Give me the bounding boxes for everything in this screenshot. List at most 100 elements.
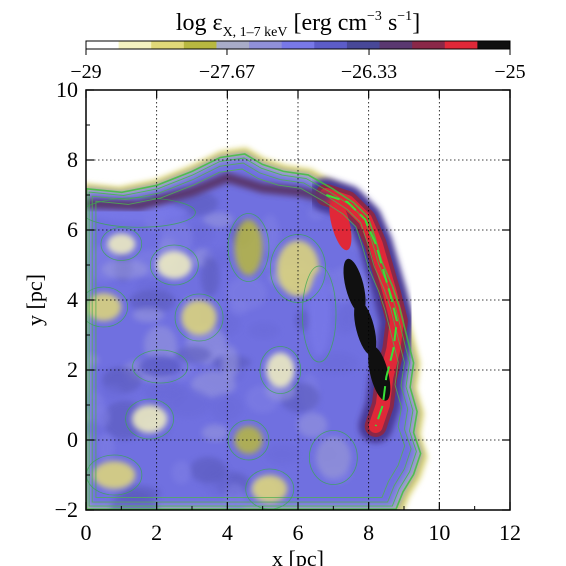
contour-line	[88, 157, 417, 507]
emission-blob	[252, 475, 288, 503]
contour-line	[259, 346, 302, 394]
emission-texture	[160, 219, 193, 257]
colorbar-segment	[346, 41, 381, 49]
emission-blob	[234, 219, 263, 276]
x-tick-label: 2	[151, 520, 162, 545]
emission-texture	[200, 257, 220, 297]
emission-texture	[201, 424, 229, 441]
emission-texture	[86, 421, 104, 436]
x-tick-label: 12	[499, 520, 521, 545]
contour-line	[125, 398, 175, 440]
colorbar-title: log εX, 1–7 keV [erg cm−3 s−1]	[176, 9, 420, 40]
colorbar-segment	[477, 41, 511, 49]
emission-texture	[132, 307, 165, 323]
contour-line	[308, 430, 358, 485]
emission-texture	[110, 491, 159, 510]
x-tick-label: 10	[428, 520, 450, 545]
plot-area	[86, 90, 510, 510]
colorbar	[85, 40, 511, 50]
emission-texture	[209, 393, 243, 422]
contour-line	[149, 244, 199, 286]
emission-texture	[297, 412, 328, 438]
colorbar-segment	[412, 41, 446, 49]
colorbar-tick-label: −27.67	[199, 61, 255, 83]
colorbar-tick-label: −26.33	[341, 61, 397, 83]
emission-texture	[189, 457, 227, 483]
colorbar-tick-label: −29	[70, 61, 101, 83]
emission-map	[86, 147, 428, 510]
emission-blob	[139, 356, 182, 377]
contour-line	[227, 419, 270, 461]
emission-texture	[129, 289, 176, 313]
y-tick-label: 4	[67, 287, 78, 312]
emission-core-patch	[343, 258, 366, 314]
colorbar-ticks: −29 −27.67 −26.33 −25	[70, 49, 526, 83]
emission-texture	[143, 325, 177, 365]
emission-texture	[221, 345, 239, 380]
emission-core-patch	[354, 300, 377, 356]
contour-line	[227, 213, 270, 282]
contour-line	[100, 227, 143, 261]
colorbar-segment	[314, 41, 348, 49]
colorbar-segment	[444, 41, 478, 49]
emission-texture	[171, 460, 191, 485]
emission-texture	[101, 384, 123, 401]
emission-blob	[234, 426, 263, 454]
contour-line	[86, 286, 129, 328]
emission-texture	[92, 406, 111, 429]
emission-texture	[190, 371, 236, 398]
y-axis-label: y [pc]	[22, 274, 47, 326]
contour-line	[174, 293, 224, 342]
y-tick-label: 6	[67, 217, 78, 242]
y-tick-label: −2	[55, 497, 78, 522]
emission-texture	[174, 346, 212, 363]
emission-blob	[315, 436, 352, 479]
y-tick-label: 2	[67, 357, 78, 382]
colorbar-segment	[151, 41, 185, 49]
x-tick-label: 8	[363, 520, 374, 545]
emission-core-patch	[329, 195, 352, 251]
x-tick-label: 0	[81, 520, 92, 545]
emission-texture	[216, 311, 240, 336]
colorbar-segment	[216, 41, 250, 49]
emission-blob	[93, 461, 136, 489]
emission-texture	[187, 222, 215, 246]
emission-texture	[202, 212, 234, 228]
emission-blob	[181, 300, 217, 335]
contour-line	[86, 197, 196, 228]
emission-texture	[295, 310, 312, 331]
emission-texture	[102, 400, 146, 440]
colorbar-segment	[183, 41, 217, 49]
colorbar-segment	[249, 41, 283, 49]
x-tick-label: 4	[222, 520, 233, 545]
emission-texture	[265, 381, 297, 401]
x-tick-label: 6	[293, 520, 304, 545]
emission-blob	[266, 352, 295, 388]
colorbar-segment	[118, 41, 152, 49]
colorbar-segment	[379, 41, 413, 49]
emission-texture	[101, 259, 149, 280]
emission-blob	[156, 251, 192, 279]
colorbar-segment	[281, 41, 315, 49]
contour-line	[91, 162, 412, 503]
emission-blob	[86, 293, 122, 321]
y-tick-label: 8	[67, 147, 78, 172]
emission-blob	[107, 233, 136, 255]
contour-lines	[86, 153, 422, 510]
grid-lines	[86, 90, 510, 510]
contour-line	[245, 468, 295, 510]
colorbar-tick-label: −25	[494, 61, 525, 83]
emission-texture	[165, 388, 211, 418]
emission-texture	[260, 214, 280, 254]
emission-texture	[248, 322, 280, 339]
y-tick-label: 10	[56, 77, 78, 102]
contour-line	[302, 265, 337, 363]
emission-blob	[308, 272, 330, 356]
y-tick-label: 0	[67, 427, 78, 452]
emission-texture	[229, 299, 249, 316]
colorbar-segment	[86, 41, 120, 49]
emission-blob	[131, 405, 168, 433]
x-axis-label: x [pc]	[272, 546, 324, 566]
